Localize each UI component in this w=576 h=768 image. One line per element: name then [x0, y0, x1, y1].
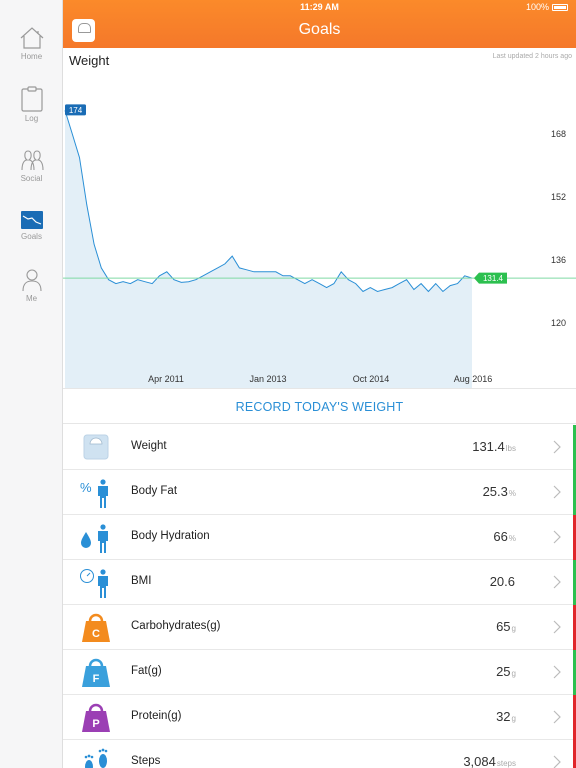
metric-row-body-hydration[interactable]: Body Hydration 66%: [63, 515, 576, 560]
y-tick-label: 152: [551, 192, 566, 202]
sidebar-label-log: Log: [24, 114, 39, 123]
status-bar: [573, 470, 576, 515]
svg-text:C: C: [92, 628, 100, 640]
x-tick-label: Aug 2016: [454, 374, 493, 384]
y-tick-label: 168: [551, 129, 566, 139]
chevron-right-icon: [553, 485, 561, 499]
sidebar-label-goals: Goals: [21, 232, 42, 241]
chart-title: Weight: [69, 53, 110, 68]
protein-weight-icon: P: [82, 703, 110, 732]
chevron-right-icon: [553, 665, 561, 679]
status-bar: [573, 650, 576, 695]
clipboard-icon: [20, 86, 43, 112]
metric-list: Weight 131.4lbs % Body Fat 25.3% Body Hy…: [63, 425, 576, 768]
goals-chart-icon: [20, 211, 43, 229]
sidebar-item-social[interactable]: Social: [0, 148, 63, 183]
metric-name: Steps: [131, 755, 161, 767]
sidebar-label-me: Me: [25, 294, 38, 303]
sidebar-item-me[interactable]: Me: [0, 268, 63, 303]
sidebar-item-home[interactable]: Home: [0, 26, 63, 61]
start-badge: [65, 104, 86, 116]
y-tick-label: 136: [551, 255, 566, 265]
start-badge-label: 174: [69, 106, 83, 115]
svg-text:P: P: [92, 718, 99, 730]
metric-row-weight[interactable]: Weight 131.4lbs: [63, 425, 576, 470]
home-icon: [20, 27, 43, 49]
status-bar: [573, 740, 576, 768]
metric-row-body-fat[interactable]: % Body Fat 25.3%: [63, 470, 576, 515]
x-tick-label: Oct 2014: [353, 374, 390, 384]
metric-name: Body Hydration: [131, 530, 210, 542]
chart-series-line: [64, 110, 473, 293]
status-bar: [573, 605, 576, 650]
metric-row-steps[interactable]: Steps 3,084steps: [63, 740, 576, 768]
people-icon: [20, 150, 44, 171]
chevron-right-icon: [553, 620, 561, 634]
bmi-icon: [80, 569, 108, 598]
weight-chart[interactable]: 168 152 136 120 Apr 2011 Jan 2013 Oct 2014 Aug …: [63, 48, 576, 388]
battery-icon: [552, 3, 568, 11]
metric-row-protein[interactable]: P Protein(g) 32g: [63, 695, 576, 740]
metric-value: 131.4lbs: [472, 439, 516, 454]
metric-name: Weight: [131, 440, 167, 452]
status-battery: 100%: [526, 2, 568, 12]
chevron-right-icon: [553, 755, 561, 768]
status-bar: [573, 560, 576, 605]
sidebar-label-home: Home: [20, 52, 43, 61]
app-header: 11:29 AM 100% Goals: [63, 0, 576, 48]
metric-value: 3,084steps: [463, 754, 516, 768]
fat-weight-icon: F: [82, 658, 110, 687]
metric-row-carbohydrates[interactable]: C Carbohydrates(g) 65g: [63, 605, 576, 650]
sidebar-item-goals[interactable]: Goals: [0, 210, 63, 241]
sidebar-item-log[interactable]: Log: [0, 86, 63, 123]
person-icon: [21, 269, 42, 292]
scale-icon: [83, 434, 109, 460]
sidebar-label-social: Social: [20, 174, 43, 183]
x-tick-label: Jan 2013: [249, 374, 286, 384]
weight-chart-svg: 168 152 136 120 Apr 2011 Jan 2013 Oct 2014 Aug …: [63, 104, 576, 388]
metric-value: 25g: [496, 664, 516, 679]
chevron-right-icon: [553, 440, 561, 454]
chevron-right-icon: [553, 530, 561, 544]
metric-value: 66%: [493, 529, 516, 544]
metric-row-bmi[interactable]: BMI 20.6: [63, 560, 576, 605]
x-tick-label: Apr 2011: [148, 374, 184, 384]
svg-text:F: F: [93, 673, 100, 685]
metric-value: 32g: [496, 709, 516, 724]
metric-name: Carbohydrates(g): [131, 620, 221, 632]
status-time: 11:29 AM: [300, 2, 339, 12]
chart-updated: Last updated 2 hours ago: [492, 53, 572, 60]
record-weight-button[interactable]: RECORD TODAY'S WEIGHT: [63, 388, 576, 424]
body-fat-icon: %: [80, 479, 108, 508]
svg-text:%: %: [80, 480, 92, 495]
battery-percent: 100%: [525, 2, 549, 12]
carbs-weight-icon: C: [82, 613, 110, 642]
page-title: Goals: [298, 21, 341, 38]
y-tick-label: 120: [551, 318, 566, 328]
metric-value: 20.6: [489, 574, 515, 589]
metric-name: Body Fat: [131, 485, 178, 497]
chevron-right-icon: [553, 575, 561, 589]
metric-value: 25.3%: [482, 484, 516, 499]
footprints-icon: [84, 748, 108, 768]
chart-area-fill: [65, 110, 472, 388]
status-bar: [573, 695, 576, 740]
metric-value: 65g: [496, 619, 516, 634]
hydration-icon: [81, 524, 108, 553]
current-badge-label: 131.4: [483, 274, 504, 283]
metric-name: Fat(g): [131, 665, 162, 677]
scale-button[interactable]: [72, 19, 95, 42]
metric-row-fat[interactable]: F Fat(g) 25g: [63, 650, 576, 695]
sidebar: Home Log Social Goals Me: [0, 0, 63, 768]
metric-name: BMI: [131, 575, 152, 587]
status-bar: [573, 425, 576, 470]
chevron-right-icon: [553, 710, 561, 724]
metric-name: Protein(g): [131, 710, 182, 722]
current-badge: [474, 272, 507, 284]
status-bar: [573, 515, 576, 560]
